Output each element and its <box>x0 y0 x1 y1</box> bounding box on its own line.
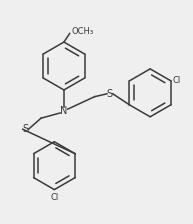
Text: Cl: Cl <box>173 76 181 85</box>
Text: Cl: Cl <box>50 194 58 202</box>
Text: S: S <box>23 124 29 134</box>
Text: N: N <box>60 106 68 116</box>
Text: S: S <box>107 89 113 99</box>
Text: OCH₃: OCH₃ <box>72 27 94 36</box>
